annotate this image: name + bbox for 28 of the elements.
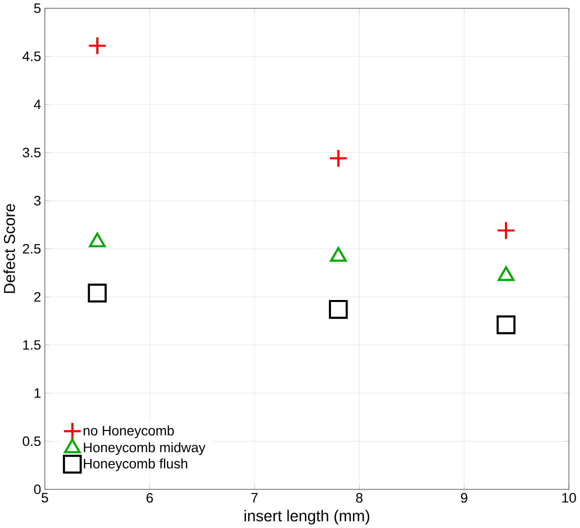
point [328, 148, 348, 168]
y-tick-label: 3 [34, 196, 41, 206]
y-tick-label: 5 [34, 3, 41, 13]
x-tick-label: 7 [251, 493, 258, 502]
y-tick-label: 0.5 [22, 436, 41, 446]
legend-label: Honeycomb midway [84, 442, 206, 455]
x-tick-label: 10 [562, 493, 576, 503]
y-tick-label: 3.5 [22, 148, 41, 158]
y-tick-label: 0 [34, 484, 41, 494]
y-tick-label: 1.5 [23, 340, 41, 350]
legend-label: Honeycomb flush [84, 458, 188, 472]
y-tick-label: 4 [34, 100, 41, 110]
y-tick-label: 2.5 [22, 244, 41, 254]
y-tick-label: 2 [34, 292, 40, 302]
y-axis-title: Defect Score [4, 204, 16, 293]
point [88, 284, 107, 302]
y-tick-label: 1 [34, 388, 41, 398]
legend-label: no Honeycomb [84, 425, 174, 438]
x-tick-label: 8 [356, 493, 363, 503]
x-tick-label: 6 [146, 493, 153, 503]
point [496, 315, 516, 334]
x-tick-label: 5 [42, 493, 48, 503]
point [88, 36, 107, 56]
point [328, 300, 348, 319]
x-axis-title: insert length (mm) [244, 510, 370, 525]
y-tick-label: 4.5 [22, 52, 41, 62]
x-tick-label: 9 [460, 493, 468, 503]
point [496, 221, 516, 240]
